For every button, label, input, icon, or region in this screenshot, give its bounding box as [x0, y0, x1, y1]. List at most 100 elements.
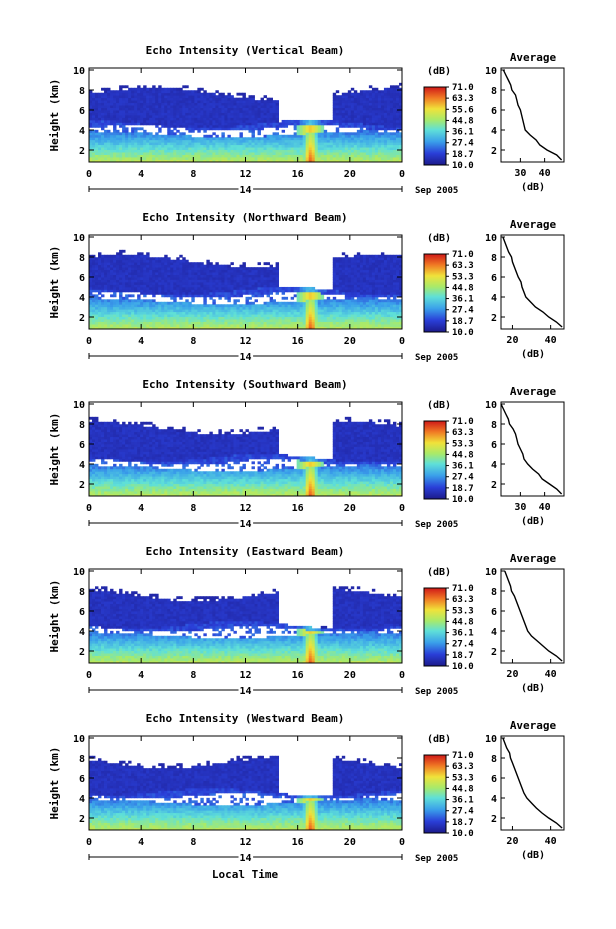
heatmap-cell [389, 149, 394, 153]
heatmap-cell [236, 97, 240, 101]
heatmap-cell [332, 154, 337, 158]
heatmap-cell [134, 129, 138, 133]
heatmap-cell [374, 159, 379, 163]
heatmap-cell [110, 119, 114, 123]
heatmap-cell [227, 269, 231, 273]
heatmap-cell [161, 102, 165, 106]
heatmap-cell [359, 149, 364, 153]
heatmap-cell [89, 107, 93, 111]
heatmap-cell [341, 95, 346, 99]
heatmap-cell [335, 127, 340, 131]
heatmap-cell [176, 122, 180, 126]
heatmap-cell [152, 284, 156, 288]
heatmap-cell [272, 152, 276, 155]
heatmap-cell [179, 112, 183, 116]
heatmap-cell [164, 97, 168, 101]
heatmap-cell [215, 304, 219, 308]
heatmap-cell [179, 92, 183, 96]
heatmap-cell [266, 319, 270, 322]
heatmap-cell [344, 309, 349, 313]
heatmap-cell [338, 97, 343, 101]
heatmap-cell [131, 269, 135, 273]
heatmap-cell [116, 137, 120, 141]
heatmap-cell [155, 282, 159, 285]
heatmap-cell [191, 267, 195, 271]
heatmap-cell [104, 144, 108, 148]
heatmap-cell [116, 102, 120, 106]
heatmap-cell [134, 304, 138, 308]
heatmap-cell [176, 147, 180, 151]
heatmap-cell [344, 97, 349, 101]
heatmap-cell [269, 282, 273, 285]
heatmap-cell [374, 87, 379, 91]
heatmap-cell [314, 139, 319, 143]
heatmap-cell [212, 102, 216, 106]
heatmap-cell [209, 264, 213, 268]
heatmap-cell [125, 112, 129, 116]
heatmap-cell [398, 95, 403, 99]
heatmap-cell [323, 122, 328, 126]
heatmap-cell [332, 289, 337, 293]
heatmap-cell [167, 306, 171, 310]
heatmap-cell [245, 105, 249, 108]
heatmap-cell [371, 321, 376, 325]
heatmap-cell [281, 152, 286, 155]
heatmap-cell [305, 299, 310, 303]
heatmap-cell [395, 124, 400, 128]
heatmap-cell [395, 139, 400, 143]
heatmap-cell [203, 272, 207, 275]
heatmap-cell [365, 254, 370, 258]
heatmap-cell [92, 282, 96, 285]
heatmap-cell [143, 259, 147, 263]
heatmap-cell [167, 87, 171, 91]
heatmap-cell [239, 316, 243, 320]
heatmap-cell [194, 102, 198, 106]
heatmap-cell [329, 311, 334, 315]
heatmap-cell [176, 282, 180, 285]
heatmap-cell [341, 321, 346, 325]
heatmap-cell [230, 314, 234, 318]
heatmap-cell [230, 127, 234, 131]
heatmap-cell [152, 274, 156, 278]
heatmap-cell [275, 112, 280, 116]
heatmap-cell [179, 289, 183, 293]
heatmap-cell [383, 129, 388, 133]
heatmap-cell [269, 321, 273, 325]
heatmap-cell [89, 262, 93, 266]
heatmap-cell [302, 144, 307, 148]
heatmap-cell [254, 115, 258, 118]
heatmap-cell [191, 122, 195, 126]
heatmap-cell [113, 326, 117, 330]
heatmap-cell [359, 154, 364, 158]
heatmap-cell [167, 154, 171, 158]
heatmap-cell [281, 124, 286, 128]
heatmap-cell [200, 144, 204, 148]
heatmap-cell [164, 306, 168, 310]
heatmap-cell [215, 277, 219, 280]
heatmap-cell [128, 289, 132, 293]
heatmap-cell [224, 117, 228, 121]
heatmap-cell [146, 159, 150, 163]
heatmap-cell [182, 117, 186, 121]
heatmap-cell [308, 314, 313, 318]
heatmap-cell [293, 132, 298, 136]
heatmap-cell [95, 289, 99, 293]
heatmap-cell [152, 115, 156, 118]
heatmap-cell [398, 144, 403, 148]
heatmap-cell [170, 102, 174, 106]
heatmap-cell [170, 326, 174, 330]
heatmap-cell [356, 316, 361, 320]
heatmap-cell [176, 97, 180, 101]
heatmap-cell [92, 122, 96, 126]
heatmap-cell [350, 102, 355, 106]
heatmap-cell [356, 95, 361, 99]
heatmap-cell [182, 306, 186, 310]
heatmap-cell [356, 129, 361, 133]
heatmap-cell [206, 127, 210, 131]
heatmap-cell [230, 144, 234, 148]
heatmap-cell [386, 157, 391, 160]
heatmap-cell [365, 319, 370, 322]
heatmap-cell [128, 105, 132, 108]
heatmap-cell [242, 107, 246, 111]
heatmap-cell [152, 102, 156, 106]
